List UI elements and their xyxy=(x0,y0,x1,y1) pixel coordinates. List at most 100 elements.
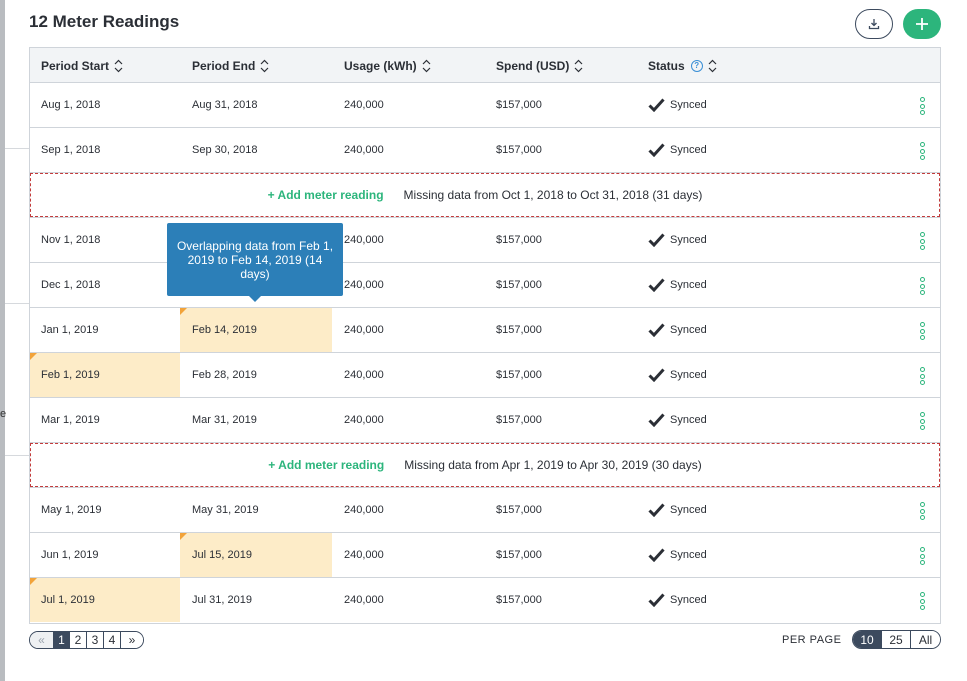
status-label: Synced xyxy=(670,549,707,561)
status-cell: Synced xyxy=(648,83,707,127)
per-page-option-10[interactable]: 10 xyxy=(853,631,882,648)
usage-cell: 240,000 xyxy=(344,279,384,291)
row-actions-menu[interactable] xyxy=(919,277,925,295)
spend-cell: $157,000 xyxy=(496,594,542,606)
sort-icon[interactable] xyxy=(422,59,431,73)
usage-cell: 240,000 xyxy=(344,99,384,111)
overlap-marker xyxy=(180,533,187,540)
row-actions-menu[interactable] xyxy=(919,142,925,160)
usage-cell: 240,000 xyxy=(344,144,384,156)
period-start-cell: Dec 1, 2018 xyxy=(41,279,101,291)
pagination-prev-button[interactable]: « xyxy=(30,632,54,648)
dot-icon xyxy=(919,605,925,610)
add-meter-reading-link[interactable]: + Add meter reading xyxy=(267,188,384,202)
sort-icon[interactable] xyxy=(114,59,123,73)
status-cell: Synced xyxy=(648,353,707,397)
usage-cell: 240,000 xyxy=(344,504,384,516)
download-icon xyxy=(868,19,880,30)
period-start-cell: Mar 1, 2019 xyxy=(41,414,100,426)
period-start-cell: May 1, 2019 xyxy=(41,504,102,516)
status-cell: Synced xyxy=(648,488,707,532)
check-icon xyxy=(648,548,665,562)
dot-icon xyxy=(919,238,925,244)
per-page-option-25[interactable]: 25 xyxy=(882,631,911,648)
period-end-cell: Jul 15, 2019 xyxy=(180,533,332,577)
usage-cell: 240,000 xyxy=(344,234,384,246)
meter-readings-table: Period Start Period End Usage (kWh) Spen… xyxy=(29,47,941,624)
overlap-marker xyxy=(30,353,37,360)
help-icon[interactable]: ? xyxy=(690,59,703,72)
background-divider xyxy=(5,148,29,149)
row-actions-menu[interactable] xyxy=(919,592,925,610)
dot-icon xyxy=(919,277,925,282)
per-page-option-all[interactable]: All xyxy=(911,631,940,648)
pagination-page-3[interactable]: 3 xyxy=(87,632,104,648)
table-row[interactable]: Mar 1, 2019 Mar 31, 2019 240,000 $157,000 Sy… xyxy=(30,398,940,443)
background-panel-edge xyxy=(0,0,5,681)
table-row[interactable]: Aug 1, 2018 Aug 31, 2018 240,000 $157,000 Sy… xyxy=(30,83,940,128)
usage-cell: 240,000 xyxy=(344,414,384,426)
missing-data-row: + Add meter reading Missing data from Oct… xyxy=(30,173,940,218)
overlap-tooltip: Overlapping data from Feb 1, 2019 to Feb… xyxy=(167,223,343,302)
dot-icon xyxy=(919,110,925,115)
dot-icon xyxy=(919,245,925,250)
tooltip-arrow xyxy=(249,296,261,302)
table-row[interactable]: Jan 1, 2019 Feb 14, 2019 240,000 $157,000 Sy… xyxy=(30,308,940,353)
pagination-next-button[interactable]: » xyxy=(121,632,143,648)
check-icon xyxy=(648,503,665,517)
check-icon xyxy=(648,233,665,247)
dot-icon xyxy=(919,560,925,565)
check-icon xyxy=(648,143,665,157)
sort-icon[interactable] xyxy=(708,59,717,73)
table-body: Aug 1, 2018 Aug 31, 2018 240,000 $157,000 Sy… xyxy=(30,83,940,623)
column-header-period-end[interactable]: Period End xyxy=(192,48,269,83)
table-row[interactable]: Sep 1, 2018 Sep 30, 2018 240,000 $157,000 Sy… xyxy=(30,128,940,173)
status-label: Synced xyxy=(670,99,707,111)
sort-icon[interactable] xyxy=(574,59,583,73)
missing-data-notice: + Add meter reading Missing data from Oct… xyxy=(30,173,940,217)
table-row[interactable]: Jun 1, 2019 Jul 15, 2019 240,000 $157,000 Sy… xyxy=(30,533,940,578)
period-start-cell: Sep 1, 2018 xyxy=(41,144,101,156)
dot-icon xyxy=(919,373,925,379)
period-end-cell: Feb 14, 2019 xyxy=(180,308,332,352)
dot-icon xyxy=(919,142,925,147)
check-icon xyxy=(648,593,665,607)
pagination: « 1 2 3 4 » xyxy=(29,631,144,649)
add-reading-button[interactable] xyxy=(903,9,941,39)
pagination-page-1[interactable]: 1 xyxy=(54,632,70,648)
table-row[interactable]: May 1, 2019 May 31, 2019 240,000 $157,000 Sy… xyxy=(30,488,940,533)
sort-icon[interactable] xyxy=(260,59,269,73)
dot-icon xyxy=(919,380,925,385)
period-start-cell: Jun 1, 2019 xyxy=(41,549,99,561)
pagination-page-4[interactable]: 4 xyxy=(104,632,121,648)
row-actions-menu[interactable] xyxy=(919,412,925,430)
column-header-status[interactable]: Status ? xyxy=(648,48,717,83)
status-label: Synced xyxy=(670,324,707,336)
usage-cell: 240,000 xyxy=(344,369,384,381)
download-button[interactable] xyxy=(855,9,893,39)
row-actions-menu[interactable] xyxy=(919,502,925,520)
overlap-marker xyxy=(180,308,187,315)
usage-cell: 240,000 xyxy=(344,549,384,561)
row-actions-menu[interactable] xyxy=(919,322,925,340)
period-start-cell: Jul 1, 2019 xyxy=(30,578,180,622)
table-header: Period Start Period End Usage (kWh) Spen… xyxy=(30,48,940,83)
column-header-period-start[interactable]: Period Start xyxy=(41,48,123,83)
usage-cell: 240,000 xyxy=(344,594,384,606)
add-meter-reading-link[interactable]: + Add meter reading xyxy=(268,458,385,472)
row-actions-menu[interactable] xyxy=(919,97,925,115)
column-header-spend[interactable]: Spend (USD) xyxy=(496,48,583,83)
status-label: Synced xyxy=(670,369,707,381)
pagination-page-2[interactable]: 2 xyxy=(70,632,87,648)
spend-cell: $157,000 xyxy=(496,234,542,246)
spend-cell: $157,000 xyxy=(496,549,542,561)
period-start-cell: Feb 1, 2019 xyxy=(30,353,180,397)
row-actions-menu[interactable] xyxy=(919,367,925,385)
table-row[interactable]: Feb 1, 2019 Feb 28, 2019 240,000 $157,000 Sy… xyxy=(30,353,940,398)
status-label: Synced xyxy=(670,144,707,156)
missing-data-notice: + Add meter reading Missing data from Apr… xyxy=(30,443,940,487)
row-actions-menu[interactable] xyxy=(919,232,925,250)
table-row[interactable]: Jul 1, 2019 Jul 31, 2019 240,000 $157,000 Sy… xyxy=(30,578,940,623)
column-header-usage[interactable]: Usage (kWh) xyxy=(344,48,431,83)
row-actions-menu[interactable] xyxy=(919,547,925,565)
